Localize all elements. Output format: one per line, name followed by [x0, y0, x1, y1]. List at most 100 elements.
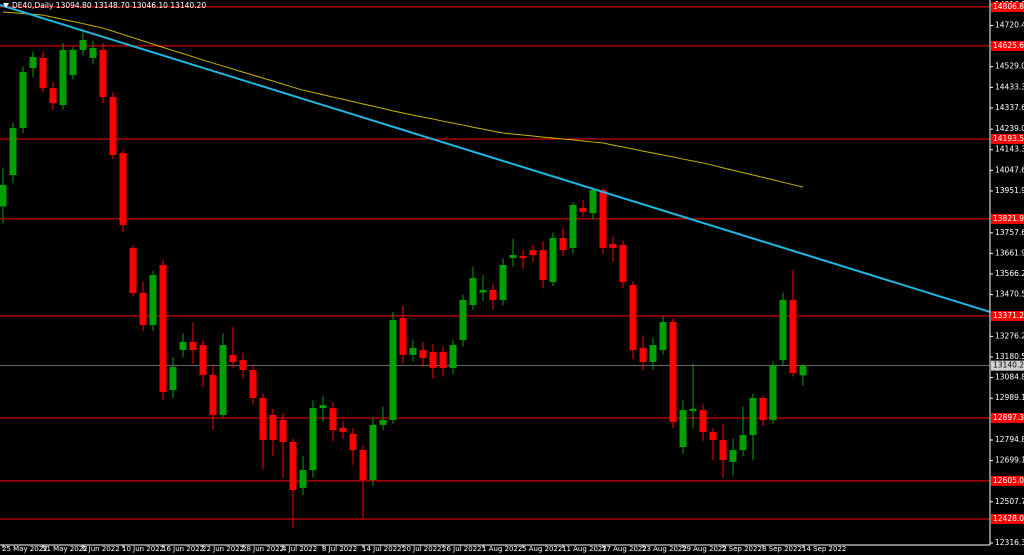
y-tick-label: 12316.30: [995, 538, 1024, 547]
level-label: 12428.00: [993, 514, 1024, 523]
candle-body: [369, 424, 377, 480]
x-tick-label: 22 Jun 2022: [202, 545, 244, 553]
candle-body: [239, 360, 247, 371]
candle-body: [209, 374, 217, 415]
x-tick-label: 31 May 2022: [42, 545, 88, 553]
y-tick-label: 12699.10: [995, 456, 1024, 465]
y-tick-label: 13180.50: [995, 352, 1024, 361]
candle-body: [529, 250, 537, 256]
x-tick-label: 4 Jul 2022: [282, 545, 317, 553]
x-tick-label: 11 Aug 2022: [562, 545, 607, 553]
candle-body: [649, 345, 657, 363]
y-tick-label: 12507.70: [995, 497, 1024, 506]
y-tick-label: 13566.20: [995, 269, 1024, 278]
x-tick-label: 1 Aug 2022: [482, 545, 522, 553]
x-tick-label: 17 Aug 2022: [602, 545, 647, 553]
candle-body: [269, 414, 277, 440]
y-tick-label: 14047.60: [995, 165, 1024, 174]
candle-body: [559, 238, 567, 251]
candle-body: [719, 439, 727, 460]
level-label-box: [991, 1, 1024, 12]
level-label: 12897.30: [993, 413, 1024, 422]
current-price-box: [991, 360, 1024, 371]
candle-body: [229, 354, 237, 363]
x-tick-label: 16 Jun 2022: [162, 545, 204, 553]
candle-body: [419, 349, 427, 358]
level-label-box: [991, 133, 1024, 144]
candle-body: [479, 289, 487, 293]
x-tick-label: 20 Jul 2022: [402, 545, 442, 553]
level-label-box: [991, 40, 1024, 51]
level-label: 14625.60: [993, 41, 1024, 50]
candle-body: [179, 342, 187, 350]
level-label: 14806.80: [993, 2, 1024, 11]
candle-body: [249, 370, 257, 398]
y-tick-label: 12989.10: [995, 393, 1024, 402]
candle-body: [319, 405, 327, 409]
candle-body: [639, 348, 647, 363]
y-tick-label: 13757.60: [995, 228, 1024, 237]
x-tick-label: 8 Jul 2022: [322, 545, 357, 553]
candle-body: [9, 128, 17, 175]
candle-body: [619, 244, 627, 282]
x-tick-label: 10 Jun 2022: [122, 545, 164, 553]
x-tick-label: 29 Aug 2022: [682, 545, 727, 553]
candle-body: [89, 47, 97, 58]
level-label: 14193.50: [993, 134, 1024, 143]
y-tick-label: 14337.60: [995, 103, 1024, 112]
level-label: 13371.20: [993, 311, 1024, 320]
candle-body: [29, 57, 37, 69]
candle-body: [109, 97, 117, 155]
current-price-label: 13140.20: [993, 361, 1024, 370]
x-tick-label: 5 Aug 2022: [522, 545, 562, 553]
candle-body: [609, 244, 617, 248]
moving-average: [2, 11, 804, 188]
y-tick-label: 13084.80: [995, 373, 1024, 382]
x-tick-label: 23 Aug 2022: [642, 545, 687, 553]
candle-body: [769, 365, 777, 420]
x-tick-label: 28 Jun 2022: [242, 545, 284, 553]
candle-body: [59, 49, 67, 106]
candle-body: [599, 190, 607, 248]
candle-body: [509, 255, 517, 259]
candle-body: [519, 255, 527, 259]
candle-body: [569, 204, 577, 248]
candle-body: [439, 351, 447, 369]
candle-body: [0, 184, 7, 207]
y-tick-label: 13470.50: [995, 290, 1024, 299]
candle-body: [779, 300, 787, 361]
x-tick-label: 14 Jul 2022: [362, 545, 402, 553]
candle-body: [79, 40, 87, 50]
candle-body: [409, 348, 417, 355]
candle-body: [289, 441, 297, 490]
candle-body: [629, 284, 637, 350]
level-label-box: [991, 213, 1024, 224]
x-tick-label: 14 Sep 2022: [802, 545, 846, 553]
candle-body: [469, 278, 477, 306]
candle-body: [189, 342, 197, 350]
candle-body: [759, 397, 767, 420]
candle-body: [669, 322, 677, 423]
candle-body: [699, 410, 707, 432]
candle-body: [329, 408, 337, 431]
candle-body: [449, 345, 457, 369]
chart-title: DE40,Daily 13094.80 13148.70 13046.10 13…: [12, 1, 206, 10]
candle-body: [399, 317, 407, 355]
x-tick-label: 26 Jul 2022: [442, 545, 482, 553]
candle-body: [689, 408, 697, 411]
trend-line: [0, 3, 991, 313]
y-tick-label: 14239.00: [995, 124, 1024, 133]
candle-body: [729, 450, 737, 462]
y-tick-label: 13951.90: [995, 186, 1024, 195]
candle-body: [749, 397, 757, 436]
candle-body: [429, 351, 437, 369]
x-tick-label: 25 May 2022: [2, 545, 48, 553]
candle-body: [579, 207, 587, 213]
candle-body: [69, 49, 77, 75]
x-tick-label: 6 Jun 2022: [82, 545, 120, 553]
x-tick-label: 2 Sep 2022: [722, 545, 762, 553]
candle-body: [259, 397, 267, 440]
candle-body: [159, 264, 167, 392]
candle-body: [99, 49, 107, 98]
